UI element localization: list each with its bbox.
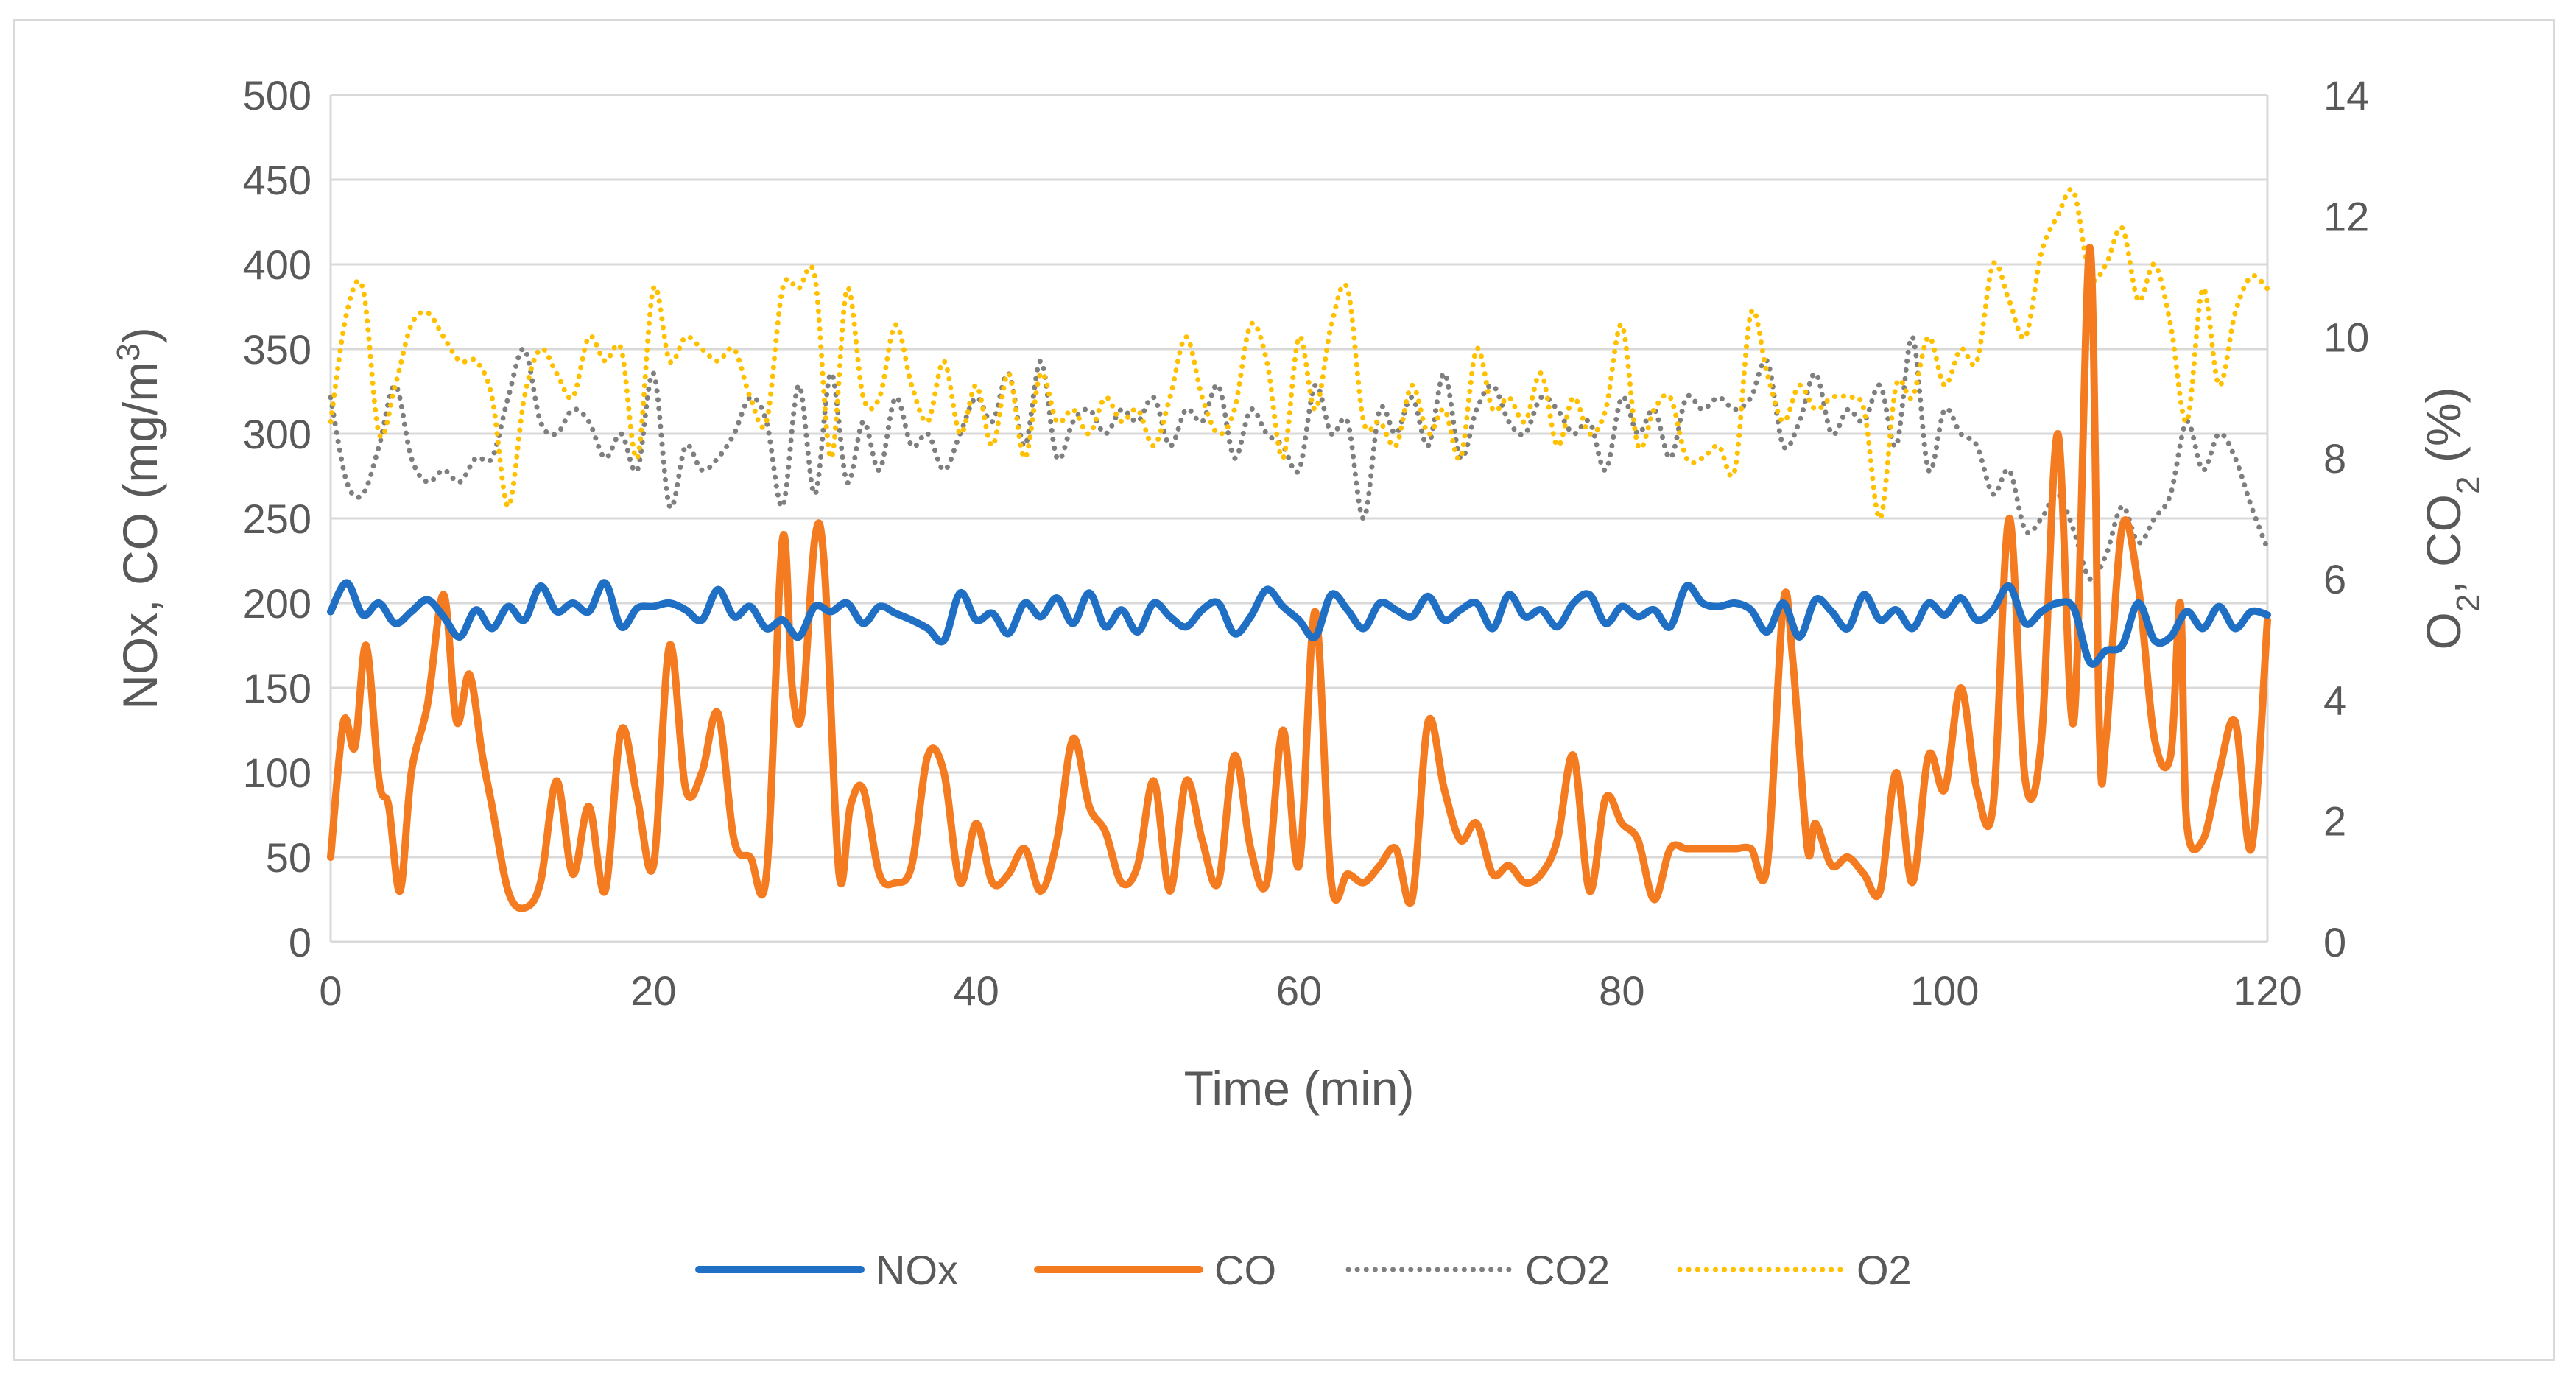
x-tick-label: 0: [319, 968, 342, 1014]
x-tick-label: 60: [1276, 968, 1322, 1014]
legend-label-co: CO: [1214, 1247, 1276, 1293]
y-left-tick-label: 300: [243, 411, 312, 457]
y-left-tick-label: 0: [289, 919, 312, 965]
y-left-axis-title: NOx, CO (mg/m3): [110, 327, 168, 709]
tick-labels: 0501001502002503003504004505000246810121…: [243, 72, 2370, 1014]
axis-title-part: O: [2416, 612, 2471, 649]
y-left-tick-label: 100: [243, 750, 312, 796]
axis-title-part: 3: [110, 343, 147, 361]
x-tick-label: 100: [1910, 968, 1979, 1014]
y-left-tick-label: 450: [243, 157, 312, 203]
series-line-co: [327, 243, 2271, 912]
y-right-tick-label: 12: [2323, 193, 2369, 239]
axis-title-part: , CO: [2416, 494, 2471, 594]
y-left-tick-label: 500: [243, 72, 312, 119]
axis-title-part: ): [113, 327, 167, 343]
axis-title-part: (%): [2416, 387, 2471, 476]
y-right-tick-label: 4: [2323, 677, 2346, 723]
legend-label-nox: NOx: [876, 1247, 958, 1293]
x-axis-title: Time (min): [1184, 1061, 1415, 1116]
x-tick-label: 20: [630, 968, 676, 1014]
line-chart: 0501001502002503003504004505000246810121…: [110, 72, 2486, 1293]
y-right-tick-label: 14: [2323, 72, 2369, 119]
x-tick-label: 120: [2233, 968, 2301, 1014]
series-lines: [327, 186, 2271, 912]
y-left-tick-label: 200: [243, 580, 312, 627]
y-right-tick-label: 10: [2323, 314, 2369, 361]
y-right-tick-label: 6: [2323, 556, 2346, 602]
y-left-tick-label: 250: [243, 496, 312, 542]
legend: NOx CO CO2 O2: [695, 1247, 1912, 1293]
series-line-nox: [327, 579, 2271, 668]
y-right-axis-title: O2, CO2 (%): [2416, 387, 2486, 650]
y-left-tick-label: 50: [266, 834, 312, 881]
legend-label-o2: O2: [1857, 1247, 1912, 1293]
series-line-co2: [328, 334, 2270, 582]
chart-frame: 0 50 100 150 200 250 300 350 400 450 500 0 2 4 6 8 10 12 1…: [13, 19, 2555, 1361]
y-left-tick-label: 350: [243, 326, 312, 373]
legend-label-co2: CO2: [1525, 1247, 1610, 1293]
x-tick-label: 40: [954, 968, 999, 1014]
y-right-tick-label: 2: [2323, 798, 2346, 845]
gridlines: [329, 94, 2269, 943]
x-tick-label: 80: [1599, 968, 1644, 1014]
axis-title-part: 2: [2450, 594, 2486, 612]
y-right-tick-label: 0: [2323, 919, 2346, 965]
axis-title-part: 2: [2450, 476, 2486, 493]
y-left-tick-label: 150: [243, 665, 312, 711]
axis-title-part: NOx, CO (mg/m: [113, 362, 167, 710]
y-left-tick-label: 400: [243, 242, 312, 288]
y-right-tick-label: 8: [2323, 435, 2346, 482]
